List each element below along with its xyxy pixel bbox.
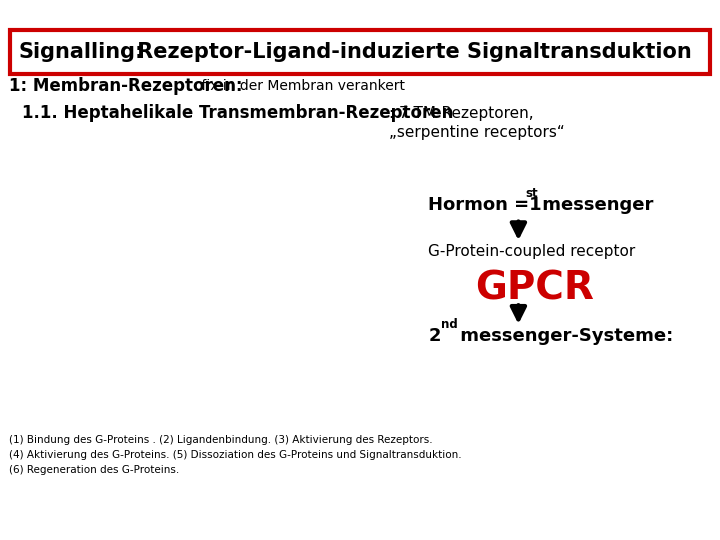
Text: (1) Bindung des G-Proteins . (2) Ligandenbindung. (3) Aktivierung des Rezeptors.: (1) Bindung des G-Proteins . (2) Ligande… [9, 435, 432, 445]
Text: : 7 TM-Rezeptoren,: : 7 TM-Rezeptoren, [389, 106, 534, 121]
Text: (6) Regeneration des G-Proteins.: (6) Regeneration des G-Proteins. [9, 465, 179, 475]
Text: messenger-Systeme:: messenger-Systeme: [454, 327, 674, 345]
Text: st: st [526, 187, 539, 200]
FancyBboxPatch shape [10, 30, 710, 74]
Text: Signalling:: Signalling: [19, 42, 144, 62]
Text: messenger: messenger [536, 196, 654, 214]
Text: Rezeptor-Ligand-induzierte Signaltransduktion: Rezeptor-Ligand-induzierte Signaltransdu… [130, 42, 692, 62]
Text: G-Protein-coupled receptor: G-Protein-coupled receptor [428, 244, 636, 259]
Text: 1.1. Heptahelikale Transmembran-Rezeptoren: 1.1. Heptahelikale Transmembran-Rezeptor… [22, 104, 453, 123]
Text: fix in der Membran verankert: fix in der Membran verankert [197, 79, 405, 93]
Text: Hormon =1: Hormon =1 [428, 196, 542, 214]
Text: 2: 2 [428, 327, 441, 345]
Text: GPCR: GPCR [475, 270, 594, 308]
Text: 1: Membran-Rezeptoren:: 1: Membran-Rezeptoren: [9, 77, 242, 96]
Text: (4) Aktivierung des G-Proteins. (5) Dissoziation des G-Proteins und Signaltransd: (4) Aktivierung des G-Proteins. (5) Diss… [9, 450, 462, 460]
Text: „serpentine receptors“: „serpentine receptors“ [389, 125, 564, 140]
Text: nd: nd [441, 318, 458, 330]
